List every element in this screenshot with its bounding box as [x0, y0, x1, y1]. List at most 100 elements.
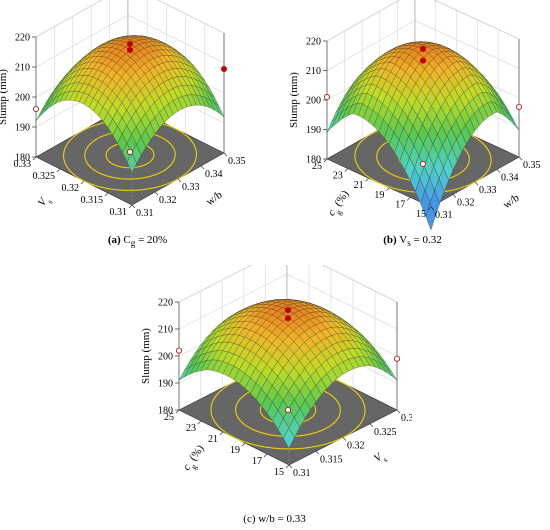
left-axis-tick: [32, 156, 37, 161]
caption-b: (b) Vs = 0.32: [275, 234, 550, 248]
right-axis-tick-label: 0.33: [479, 185, 497, 196]
right-axis-label-main: w/b: [204, 189, 225, 209]
left-axis-tick: [344, 168, 349, 172]
right-axis-tick: [430, 206, 435, 211]
left-axis-tick: [219, 431, 224, 436]
right-axis-label-sub: s: [381, 455, 389, 464]
design-point: [324, 94, 331, 101]
caption-b-tag: (b): [383, 234, 397, 246]
design-point: [284, 315, 291, 322]
left-axis-tick: [285, 464, 290, 469]
right-axis-tick: [396, 409, 401, 414]
z-tick-label: 210: [158, 325, 173, 336]
design-point: [419, 57, 426, 64]
wall-gridline: [326, 20, 520, 71]
right-axis-label: Vs: [372, 449, 389, 467]
plot-group: 180 190 200 210 220 Slump (mm) 15 17 19 21 23 25 cg …: [140, 265, 412, 479]
right-axis-tick-label: 0.32: [457, 198, 475, 209]
design-point: [127, 41, 134, 48]
right-axis-tick: [223, 152, 228, 157]
left-axis-tick: [175, 409, 180, 414]
right-axis-tick-label: 0.32: [347, 441, 365, 452]
z-tick-label: 200: [306, 96, 321, 107]
left-axis-tick: [241, 442, 246, 447]
left-axis-tick-label: 25: [312, 161, 322, 172]
caption-a-tail: = 20%: [135, 234, 168, 246]
right-axis-tick-label: 0.31: [293, 468, 311, 479]
left-axis-tick-label: 23: [186, 423, 196, 434]
caption-b-text: V: [399, 234, 408, 246]
design-point: [419, 45, 426, 52]
left-axis-label: cg (%): [181, 443, 210, 475]
left-axis-tick-label: 0.31: [110, 207, 128, 218]
caption-c: (c) w/b = 0.33: [137, 513, 412, 525]
right-axis-tick: [452, 194, 457, 198]
z-axis-label: Slump (mm): [140, 328, 152, 384]
right-axis-tick-label: 0.31: [136, 208, 154, 219]
z-tick-label: 220: [306, 37, 321, 48]
design-point: [176, 347, 183, 354]
design-point: [127, 47, 134, 54]
left-axis-tick: [406, 197, 411, 201]
caption-a-text: C: [123, 234, 131, 246]
left-axis-tick-label: 0.325: [33, 171, 56, 182]
z-axis-label: Slump (mm): [0, 69, 9, 125]
right-axis-label-main: w/b: [501, 192, 522, 212]
left-axis-tick-label: 21: [354, 180, 364, 191]
right-axis-tick-label: 0.35: [228, 156, 246, 167]
right-axis-tick-label: 0.34: [205, 169, 223, 180]
left-axis-tick: [80, 180, 85, 185]
right-axis-tick: [342, 437, 347, 441]
right-axis-tick-label: 0.35: [523, 160, 541, 171]
left-axis-tick: [427, 206, 432, 211]
left-axis-tick: [104, 192, 109, 197]
left-axis-tick-label: 0.32: [62, 183, 80, 194]
left-axis-tick: [197, 420, 202, 425]
left-axis-tick-label: 25: [164, 412, 174, 423]
right-axis-tick: [177, 178, 182, 183]
caption-b-tail: = 0.32: [410, 234, 442, 246]
right-axis-tick: [518, 156, 523, 161]
caption-c-text: (c) w/b = 0.33: [243, 513, 306, 525]
caption-a-tag: (a): [107, 234, 121, 246]
right-axis-tick: [369, 423, 374, 427]
left-axis-label-tail: (%): [186, 443, 207, 466]
left-axis-tick-label: 0.315: [81, 195, 104, 206]
left-axis-tick-label: 0.33: [14, 159, 32, 170]
right-axis-tick: [200, 165, 205, 170]
right-axis-tick: [315, 451, 320, 455]
left-axis-tick-label: 15: [416, 209, 426, 220]
design-point: [284, 406, 291, 413]
design-point: [33, 106, 40, 113]
design-point: [419, 160, 426, 167]
right-axis-tick: [131, 204, 136, 209]
design-point: [393, 355, 400, 362]
chart-panel-c: 180 190 200 210 220 Slump (mm) 15 17 19 21 23 25 cg …: [137, 265, 412, 530]
plot-group: 180 190 200 210 220 Slump (mm) 15 17 19 21 23 25 cg …: [288, 0, 541, 231]
left-axis-tick: [263, 453, 268, 458]
wall-gridline: [35, 0, 225, 38]
left-axis-tick-label: 23: [333, 171, 343, 182]
wall-gridline: [178, 273, 398, 330]
z-tick-label: 200: [15, 93, 30, 104]
chart-panel-a: 180 190 200 210 220 Slump (mm) 0.31 0.315 0.32 0.…: [0, 0, 275, 265]
left-axis-tick: [56, 168, 61, 173]
design-point: [515, 103, 522, 110]
left-axis-tick: [386, 187, 390, 192]
z-tick-label: 190: [15, 123, 30, 134]
z-tick-label: 180: [15, 153, 30, 164]
z-tick-label: 210: [306, 66, 321, 77]
left-axis-tick: [323, 158, 328, 163]
z-tick-label: 200: [158, 352, 173, 363]
z-tick-label: 220: [15, 33, 30, 44]
right-axis-tick-label: 0.33: [182, 182, 200, 193]
right-axis-tick-label: 0.325: [374, 427, 397, 438]
right-axis-tick-label: 0.34: [501, 173, 519, 184]
wall-gridline: [35, 14, 225, 68]
design-point: [127, 148, 134, 155]
left-axis-tick-label: 21: [208, 434, 218, 445]
right-axis-label: w/b: [501, 192, 522, 212]
right-axis-tick: [288, 464, 293, 469]
wall-gridline: [178, 265, 398, 303]
